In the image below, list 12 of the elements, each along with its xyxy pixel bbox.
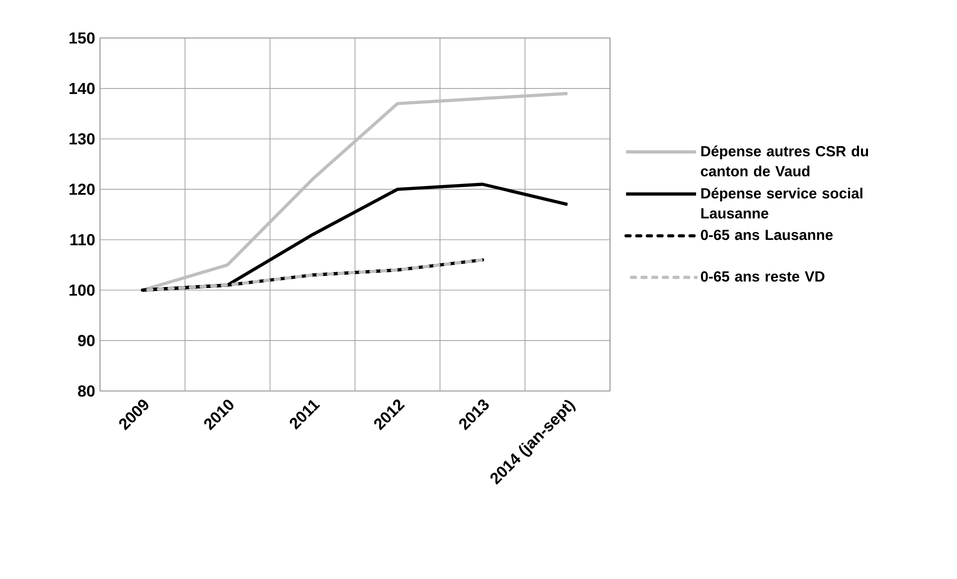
legend-label: Dépense service social Lausanne — [701, 188, 862, 218]
y-tick-label: 150 — [70, 32, 95, 44]
y-tick-label: 100 — [70, 284, 95, 296]
y-tick-label: 120 — [70, 184, 95, 195]
legend-label: 0-65 ans Lausanne — [700, 230, 833, 240]
y-tick-label: 110 — [70, 234, 95, 246]
y-tick-label: 130 — [70, 133, 95, 145]
y-tick-label: 80 — [78, 385, 95, 397]
y-tick-label: 90 — [78, 334, 95, 346]
legend-label: 0-65 ans reste VD — [700, 271, 824, 282]
legend-label: Dépense autres CSR du canton de Vaud — [700, 146, 868, 176]
y-tick-label: 140 — [70, 82, 95, 94]
